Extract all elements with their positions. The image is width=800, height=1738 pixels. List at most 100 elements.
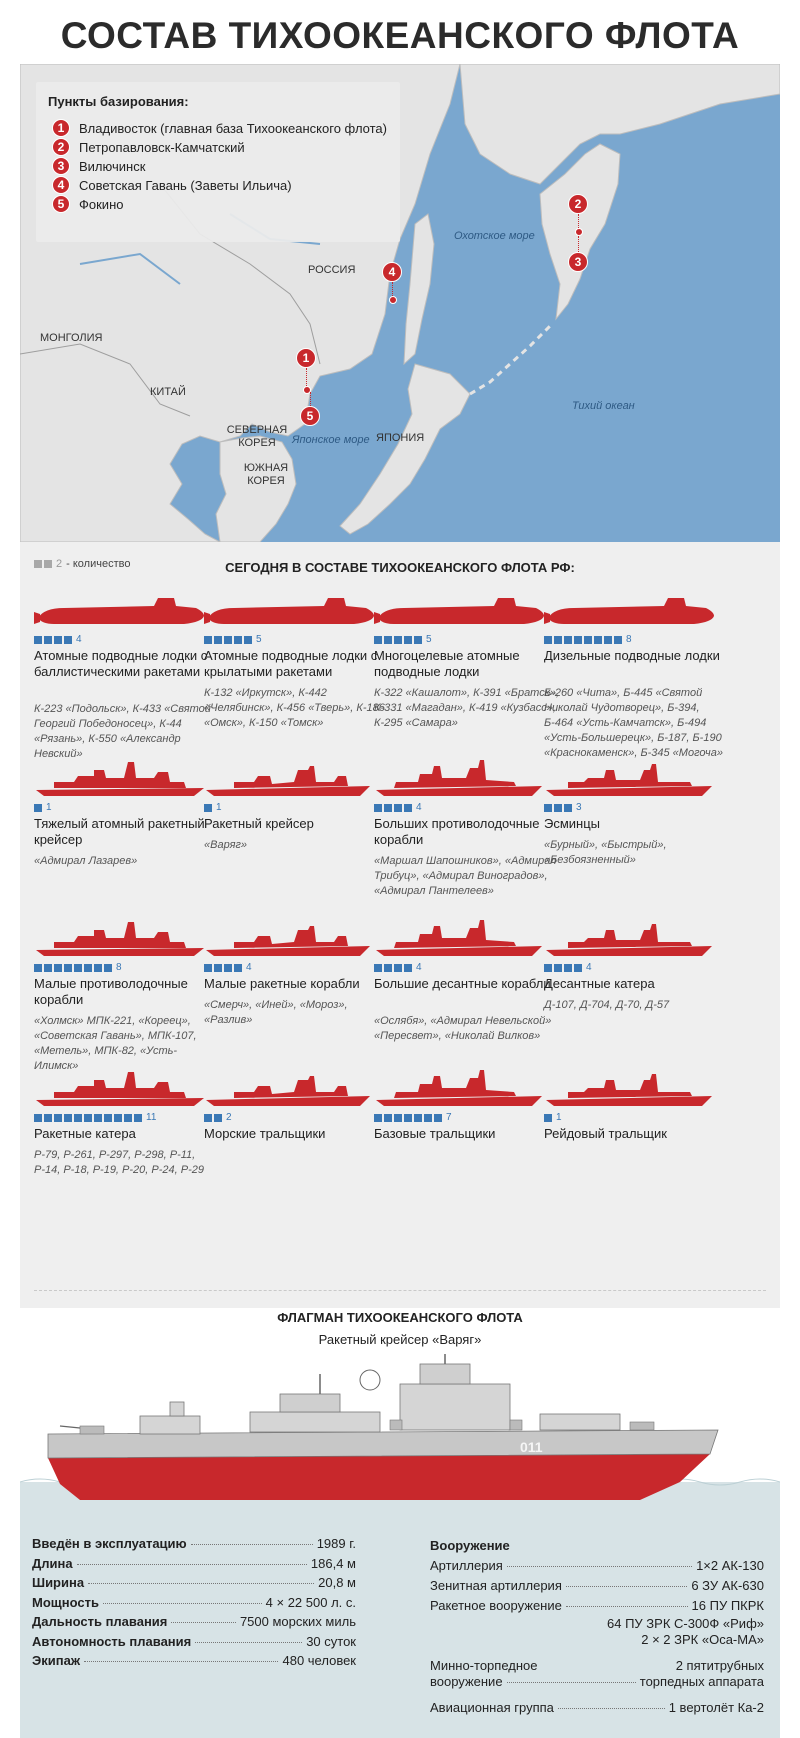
count-square [544, 1113, 552, 1122]
vessel-class-title: Атомные подводные лодки с крылатыми раке… [204, 648, 378, 679]
leader-dots [76, 1563, 307, 1565]
map-pin-4[interactable]: 4 [382, 262, 402, 282]
base-number-badge: 5 [52, 195, 70, 213]
flagship-title: ФЛАГМАН ТИХООКЕАНСКОГО ФЛОТА [277, 1310, 523, 1325]
base-number-badge: 1 [52, 119, 70, 137]
count-square [34, 1113, 42, 1122]
count-square [214, 1113, 222, 1122]
spec-value: 7500 морских миль [239, 1614, 356, 1629]
flagship-specs: Введён в эксплуатацию 1989 г. Длина 186,4 м… [20, 1514, 780, 1738]
pin-location-dot [575, 228, 583, 236]
count-square [394, 963, 402, 972]
map-pin-1[interactable]: 1 [296, 348, 316, 368]
count-indicator: 3 [544, 802, 582, 813]
pin-leader-line [578, 236, 579, 252]
map-pin-5[interactable]: 5 [300, 406, 320, 426]
leader-dots [102, 1602, 262, 1604]
count-indicator: 5 [204, 634, 262, 645]
base-name: Советская Гавань (Заветы Ильича) [79, 177, 292, 193]
count-indicator: 1 [544, 1112, 562, 1123]
base-number-badge: 3 [52, 157, 70, 175]
count-square [64, 1113, 72, 1122]
count-square [104, 1113, 112, 1122]
count-square [554, 635, 562, 644]
count-square [414, 1113, 422, 1122]
pin-leader-line [306, 368, 307, 388]
warship-icon [376, 920, 542, 956]
vessel-class-title: Ракетные катера [34, 1126, 136, 1141]
count-square [544, 635, 552, 644]
leader-dots [506, 1682, 636, 1683]
count-indicator: 2 [204, 1112, 232, 1123]
vessel-names: «Маршал Шапошников», «Адмирал Трибуц», «… [374, 855, 557, 897]
vessel-names: «Бурный», «Быстрый», «Безбоязненный» [544, 839, 667, 866]
count-square [34, 803, 42, 812]
count-square [204, 963, 212, 972]
map-pin-2[interactable]: 2 [568, 194, 588, 214]
label-north-korea: СЕВЕРНАЯ КОРЕЯ [226, 424, 288, 449]
armament-key: Ракетное вооружение [430, 1598, 562, 1613]
vessel-names: Р-79, Р-261, Р-297, Р-298, Р-11, Р-14, Р… [34, 1149, 204, 1176]
legend-item: 4 Советская Гавань (Заветы Ильича) [52, 175, 292, 195]
vessel-names: К-132 «Иркутск», К-442 «Челябинск», К-45… [204, 687, 385, 729]
count-number: 4 [76, 634, 82, 645]
count-square [134, 1113, 142, 1122]
spec-key: Длина [32, 1555, 73, 1571]
spec-row: Мощность 4 × 22 500 л. с. [32, 1595, 356, 1610]
count-square [54, 963, 62, 972]
map-pin-3[interactable]: 3 [568, 252, 588, 272]
label-south-korea: ЮЖНАЯ КОРЕЯ [243, 462, 289, 487]
count-indicator: 4 [204, 962, 252, 973]
count-square [34, 635, 42, 644]
count-indicator: 4 [34, 634, 82, 645]
count-square [614, 635, 622, 644]
armament-value: 1×2 АК-130 [696, 1558, 764, 1573]
armament-row: Зенитная артиллерия 6 ЗУ АК-630 [430, 1578, 764, 1593]
count-square [204, 635, 212, 644]
count-square [404, 963, 412, 972]
count-square [404, 1113, 412, 1122]
count-square [604, 635, 612, 644]
legend-square [44, 560, 52, 568]
count-square [374, 1113, 382, 1122]
count-number: 4 [586, 962, 592, 973]
warship-icon [206, 1076, 370, 1106]
legend-item: 3 Вилючинск [52, 156, 145, 176]
count-number: 8 [116, 962, 122, 973]
base-number-badge: 4 [52, 176, 70, 194]
warship-icon [36, 762, 204, 796]
page-title: СОСТАВ ТИХООКЕАНСКОГО ФЛОТА РОССИИ [60, 15, 740, 128]
count-square [404, 635, 412, 644]
armament-value: 2 пятитрубных [675, 1658, 764, 1673]
pin-location-dot [303, 386, 311, 394]
leader-dots [190, 1544, 313, 1545]
armament-key: Авиационная группа [430, 1700, 554, 1715]
vessel-names: К-223 «Подольск», К-433 «Святой Георгий … [34, 703, 211, 760]
count-number: 8 [626, 634, 632, 645]
vessel-class-title: Эсминцы [544, 816, 601, 831]
count-square [554, 803, 562, 812]
label-japan-sea: Японское море [292, 434, 370, 446]
submarine-icon [34, 598, 204, 624]
spec-key: Экипаж [32, 1653, 81, 1668]
submarine-icon [374, 598, 544, 624]
vessel-class-title: Дизельные подводные лодки [544, 648, 720, 663]
vessel-class-title: Многоцелевые атомные подводные лодки [374, 648, 520, 679]
spec-value: 186,4 м [310, 1555, 356, 1571]
warship-icon [546, 924, 712, 956]
armament-key: Зенитная артиллерия [430, 1578, 562, 1593]
vessel-class-title: Больших противолодочные корабли [374, 816, 540, 847]
count-number: 2 [226, 1112, 232, 1123]
count-square [234, 635, 242, 644]
vessel-class-title: Рейдовый тральщик [544, 1126, 667, 1141]
vessel-names: «Адмирал Лазарев» [34, 855, 138, 867]
pin-location-dot [389, 296, 397, 304]
vessel-class-title: Малые ракетные корабли [204, 976, 360, 991]
base-name: Петропавловск-Камчатский [79, 139, 245, 155]
count-number: 4 [416, 962, 422, 973]
count-square [384, 963, 392, 972]
count-square [394, 1113, 402, 1122]
bases-legend: Пункты базирования: 1 Владивосток (главна… [36, 82, 400, 242]
count-number: 7 [446, 1112, 452, 1123]
warship-icon [376, 760, 542, 796]
